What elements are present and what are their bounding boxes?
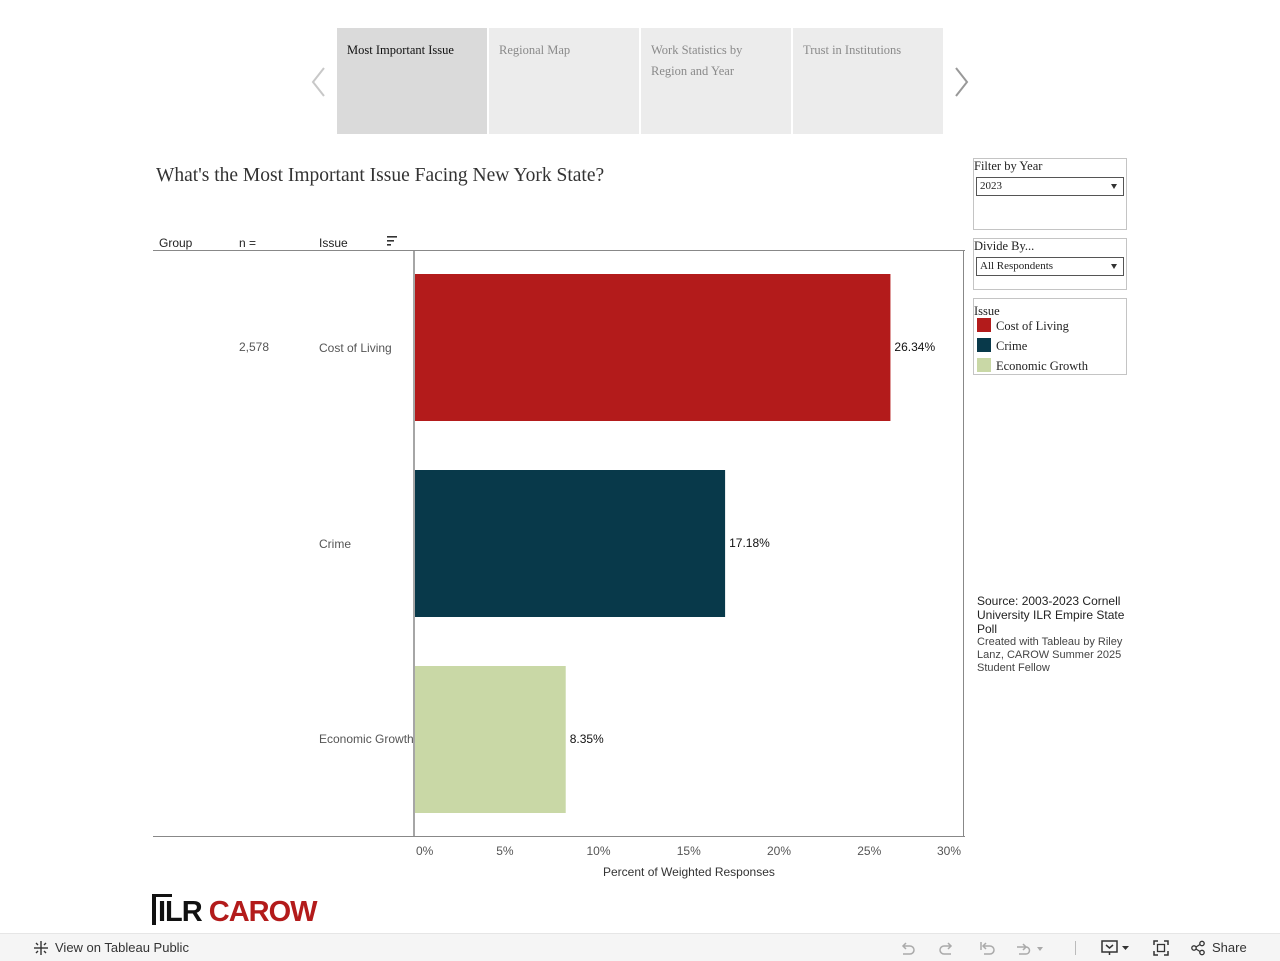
row-label-cost-of-living: Cost of Living	[319, 341, 392, 355]
x-tick-label: 10%	[586, 844, 611, 858]
story-tab-label: Work Statistics by Region and Year	[651, 43, 743, 78]
view-on-tableau-label: View on Tableau Public	[55, 940, 189, 955]
share-label: Share	[1212, 940, 1247, 955]
x-tick-label: 30%	[937, 844, 962, 858]
n-value: 2,578	[239, 340, 270, 354]
x-tick-label: 20%	[767, 844, 792, 858]
legend-title: Issue	[974, 304, 1000, 318]
story-tab-work-statistics[interactable]: Work Statistics by Region and Year	[641, 28, 791, 134]
table-bottom-border	[153, 836, 965, 837]
row-label-crime: Crime	[319, 537, 351, 551]
logo-mark	[152, 894, 172, 897]
divide-by-select[interactable]: All Respondents	[976, 257, 1124, 276]
pane-right-border	[963, 250, 964, 837]
legend-swatch	[977, 318, 991, 332]
dashboard-title: What's the Most Important Issue Facing N…	[156, 165, 605, 186]
story-tab-label: Most Important Issue	[347, 43, 454, 57]
n-header: n =	[239, 236, 257, 250]
x-tick-label: 15%	[676, 844, 701, 858]
logo-mark	[152, 894, 156, 925]
revert-icon[interactable]	[978, 939, 996, 957]
x-tick-label: 25%	[857, 844, 882, 858]
dropdown-caret-icon	[1111, 184, 1117, 189]
next-story-icon[interactable]	[951, 64, 971, 100]
prev-story-icon[interactable]	[309, 64, 329, 100]
logo-text: ILR CAROW	[158, 896, 318, 929]
refresh-icon[interactable]	[1014, 939, 1044, 957]
issue-header: Issue	[319, 236, 348, 250]
year-filter-title: Filter by Year	[974, 159, 1043, 173]
legend-swatch	[977, 358, 991, 372]
legend-label: Economic Growth	[996, 359, 1088, 373]
divide-by-value: All Respondents	[980, 260, 1054, 272]
legend-item-economic-growth[interactable]: Economic Growth	[977, 358, 1088, 374]
data-label-crime: 17.18%	[729, 535, 770, 550]
data-label-cost-of-living: 26.34%	[894, 339, 936, 354]
bar-crime[interactable]	[415, 470, 726, 617]
divide-by-title: Divide By...	[974, 239, 1035, 253]
year-filter-select[interactable]: 2023	[976, 177, 1124, 196]
legend-swatch	[977, 338, 991, 352]
data-label-economic-growth: 8.35%	[569, 731, 604, 746]
x-tick-label: 0%	[416, 844, 434, 858]
tableau-toolbar: View on Tableau Public Share	[0, 933, 1280, 961]
share-button[interactable]: Share	[1190, 934, 1247, 961]
row-label-economic-growth: Economic Growth	[319, 732, 414, 746]
dropdown-caret-icon	[1111, 264, 1117, 269]
group-header: Group	[159, 236, 193, 250]
legend-panel: Issue Cost of Living Crime Economic Grow…	[973, 298, 1127, 375]
story-tab-label: Regional Map	[499, 43, 571, 57]
toolbar-divider	[1075, 941, 1076, 955]
bar-economic-growth[interactable]	[415, 666, 566, 813]
view-on-tableau-public-link[interactable]: View on Tableau Public	[33, 934, 189, 961]
credit-line: Created with Tableau by Riley Lanz, CARO…	[977, 636, 1123, 674]
tableau-logo-icon	[34, 940, 48, 955]
bar-cost-of-living[interactable]	[415, 274, 891, 421]
legend-item-crime[interactable]: Crime	[977, 338, 1027, 354]
source-note: Source: 2003-2023 Cornell University ILR…	[977, 594, 1129, 675]
x-axis-label: Percent of Weighted Responses	[603, 865, 775, 879]
legend-label: Cost of Living	[996, 319, 1069, 333]
table-top-border	[153, 250, 965, 251]
redo-icon[interactable]	[938, 939, 956, 957]
year-filter-panel: Filter by Year 2023	[973, 158, 1127, 230]
x-tick-label: 5%	[496, 844, 514, 858]
divide-by-panel: Divide By... All Respondents	[973, 238, 1127, 290]
legend-label: Crime	[996, 339, 1028, 353]
story-tab-most-important-issue[interactable]: Most Important Issue	[337, 28, 487, 134]
logo-carow: CAROW	[208, 896, 318, 928]
share-icon	[1191, 940, 1205, 955]
download-icon[interactable]	[1100, 939, 1132, 957]
story-tab-regional-map[interactable]: Regional Map	[489, 28, 639, 134]
fullscreen-icon[interactable]	[1152, 939, 1170, 957]
undo-icon[interactable]	[898, 939, 916, 957]
year-filter-value: 2023	[980, 180, 1002, 192]
source-line: Source: 2003-2023 Cornell University ILR…	[977, 594, 1125, 636]
story-tab-trust-in-institutions[interactable]: Trust in Institutions	[793, 28, 943, 134]
logo-ilr: ILR	[158, 896, 203, 928]
legend-item-cost-of-living[interactable]: Cost of Living	[977, 318, 1069, 334]
story-tab-label: Trust in Institutions	[803, 43, 902, 57]
sort-icon[interactable]	[386, 235, 398, 247]
